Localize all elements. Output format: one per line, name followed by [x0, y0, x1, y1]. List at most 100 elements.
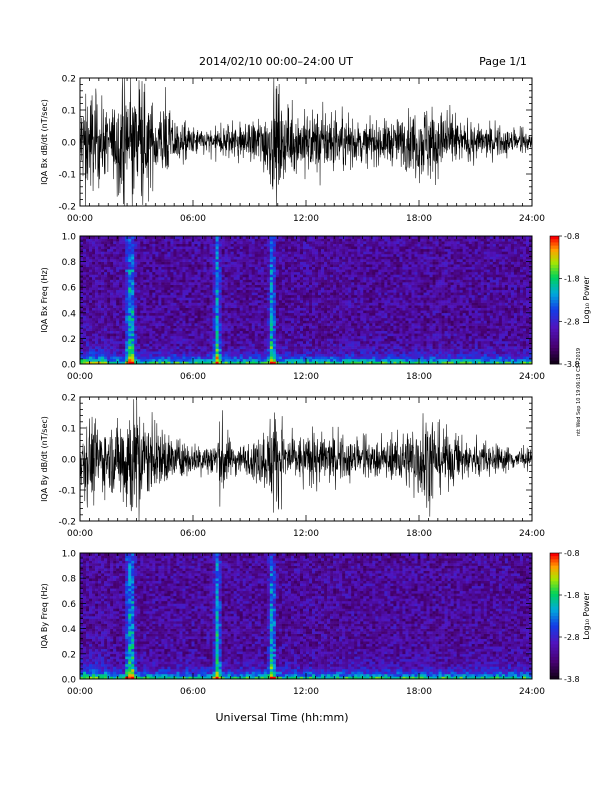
heatmap-cell	[188, 354, 191, 357]
heatmap-cell	[258, 297, 261, 300]
heatmap-cell	[231, 328, 234, 331]
heatmap-cell	[204, 256, 207, 259]
heatmap-cell	[288, 354, 291, 357]
heatmap-cell	[228, 300, 231, 303]
heatmap-cell	[333, 303, 336, 306]
heatmap-cell	[104, 267, 107, 270]
heatmap-cell	[342, 328, 345, 331]
heatmap-cell	[201, 274, 204, 277]
heatmap-cell	[107, 249, 110, 252]
heatmap-cell	[140, 303, 143, 306]
heatmap-cell	[116, 262, 119, 265]
heatmap-cell	[336, 359, 339, 362]
heatmap-cell	[282, 300, 285, 303]
heatmap-cell	[255, 272, 258, 275]
heatmap-cell	[342, 333, 345, 336]
heatmap-cell	[92, 356, 95, 359]
heatmap-cell	[354, 262, 357, 265]
heatmap-cell	[179, 282, 182, 285]
heatmap-cell	[213, 323, 216, 326]
heatmap-cell	[306, 338, 309, 341]
heatmap-cell	[327, 313, 330, 316]
heatmap-cell	[246, 259, 249, 262]
heatmap-cell	[228, 308, 231, 311]
heatmap-cell	[170, 328, 173, 331]
heatmap-cell	[345, 274, 348, 277]
heatmap-cell	[89, 285, 92, 288]
heatmap-cell	[101, 264, 104, 267]
heatmap-cell	[324, 244, 327, 247]
heatmap-cell	[288, 333, 291, 336]
heatmap-cell	[116, 356, 119, 359]
heatmap-cell	[119, 249, 122, 252]
heatmap-cell	[291, 341, 294, 344]
heatmap-cell	[237, 267, 240, 270]
heatmap-cell	[152, 354, 155, 357]
heatmap-cell	[216, 318, 219, 321]
heatmap-cell	[246, 326, 249, 329]
heatmap-cell	[270, 323, 273, 326]
heatmap-cell	[170, 344, 173, 347]
heatmap-cell	[92, 344, 95, 347]
heatmap-cell	[333, 300, 336, 303]
heatmap-cell	[176, 346, 179, 349]
heatmap-cell	[267, 326, 270, 329]
heatmap-cell	[86, 269, 89, 272]
heatmap-cell	[282, 351, 285, 354]
heatmap-cell	[234, 244, 237, 247]
heatmap-cell	[336, 310, 339, 313]
heatmap-cell	[255, 318, 258, 321]
heatmap-cell	[179, 328, 182, 331]
heatmap-cell	[234, 297, 237, 300]
heatmap-cell	[264, 303, 267, 306]
heatmap-cell	[309, 249, 312, 252]
heatmap-cell	[146, 262, 149, 265]
heatmap-cell	[255, 354, 258, 357]
heatmap-cell	[213, 313, 216, 316]
heatmap-cell	[228, 264, 231, 267]
heatmap-cell	[104, 274, 107, 277]
heatmap-cell	[309, 246, 312, 249]
heatmap-cell	[315, 356, 318, 359]
heatmap-cell	[231, 272, 234, 275]
heatmap-cell	[216, 341, 219, 344]
heatmap-cell	[158, 290, 161, 293]
heatmap-cell	[267, 262, 270, 265]
heatmap-cell	[134, 351, 137, 354]
heatmap-cell	[191, 310, 194, 313]
heatmap-cell	[333, 328, 336, 331]
heatmap-cell	[207, 323, 210, 326]
heatmap-cell	[198, 262, 201, 265]
heatmap-cell	[207, 338, 210, 341]
heatmap-cell	[336, 244, 339, 247]
heatmap-cell	[110, 272, 113, 275]
heatmap-cell	[110, 300, 113, 303]
heatmap-cell	[125, 305, 128, 308]
heatmap-cell	[95, 313, 98, 316]
heatmap-cell	[155, 344, 158, 347]
heatmap-cell	[315, 308, 318, 311]
heatmap-cell	[294, 282, 297, 285]
heatmap-cell	[264, 336, 267, 339]
heatmap-cell	[113, 338, 116, 341]
heatmap-cell	[264, 346, 267, 349]
heatmap-cell	[86, 251, 89, 254]
heatmap-cell	[222, 277, 225, 280]
heatmap-cell	[185, 244, 188, 247]
heatmap-cell	[155, 277, 158, 280]
heatmap-cell	[158, 354, 161, 357]
heatmap-cell	[128, 303, 131, 306]
heatmap-cell	[303, 349, 306, 352]
heatmap-cell	[300, 264, 303, 267]
heatmap-cell	[188, 359, 191, 362]
heatmap-cell	[207, 331, 210, 334]
heatmap-cell	[324, 323, 327, 326]
heatmap-cell	[210, 328, 213, 331]
heatmap-cell	[179, 262, 182, 265]
heatmap-cell	[95, 282, 98, 285]
heatmap-cell	[128, 256, 131, 259]
heatmap-cell	[216, 285, 219, 288]
heatmap-cell	[258, 280, 261, 283]
heatmap-cell	[128, 308, 131, 311]
heatmap-cell	[291, 328, 294, 331]
